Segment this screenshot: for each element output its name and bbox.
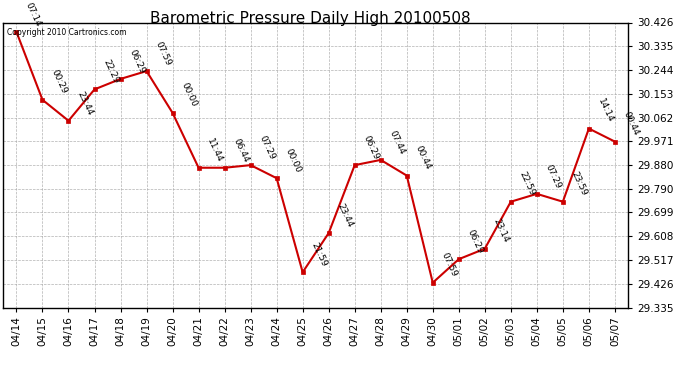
Text: 06:29: 06:29 bbox=[362, 134, 381, 161]
Text: 22:29: 22:29 bbox=[101, 58, 120, 85]
Text: 07:29: 07:29 bbox=[257, 134, 277, 161]
Text: 00:00: 00:00 bbox=[284, 147, 303, 174]
Text: 23:59: 23:59 bbox=[570, 170, 589, 198]
Text: 06:29: 06:29 bbox=[128, 48, 146, 75]
Text: 22:59: 22:59 bbox=[518, 171, 537, 198]
Text: 21:59: 21:59 bbox=[310, 241, 328, 268]
Text: 07:59: 07:59 bbox=[153, 40, 172, 67]
Text: 14:14: 14:14 bbox=[596, 98, 615, 124]
Text: 23:14: 23:14 bbox=[492, 217, 511, 244]
Text: Barometric Pressure Daily High 20100508: Barometric Pressure Daily High 20100508 bbox=[150, 11, 471, 26]
Text: 00:29: 00:29 bbox=[50, 69, 68, 96]
Text: 00:44: 00:44 bbox=[414, 144, 433, 171]
Text: 23:44: 23:44 bbox=[335, 202, 355, 229]
Text: 07:59: 07:59 bbox=[440, 251, 459, 279]
Text: Copyright 2010 Cartronics.com: Copyright 2010 Cartronics.com bbox=[7, 28, 126, 37]
Text: 11:44: 11:44 bbox=[206, 136, 224, 164]
Text: 06:44: 06:44 bbox=[232, 136, 250, 164]
Text: 00:00: 00:00 bbox=[179, 81, 199, 109]
Text: 07:29: 07:29 bbox=[544, 162, 563, 190]
Text: 23:44: 23:44 bbox=[75, 90, 95, 117]
Text: 07:44: 07:44 bbox=[388, 129, 406, 156]
Text: 00:44: 00:44 bbox=[622, 110, 641, 138]
Text: 07:14: 07:14 bbox=[23, 1, 43, 28]
Text: 06:29: 06:29 bbox=[466, 228, 485, 255]
